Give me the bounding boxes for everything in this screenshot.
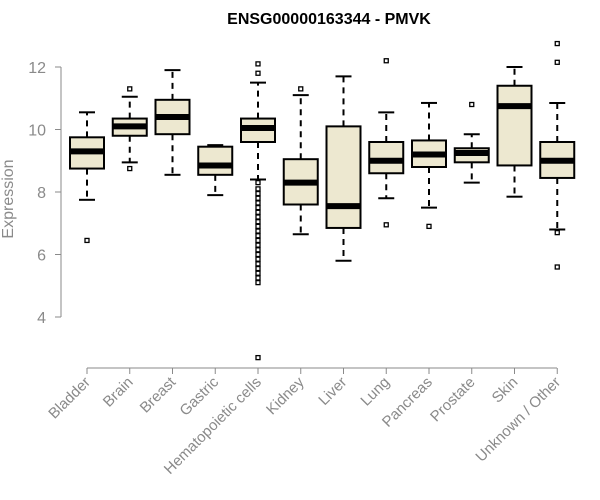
box-group [154,69,191,176]
box-group [69,111,105,244]
outlier-point [255,228,261,234]
box-group [411,101,447,230]
outlier-point [554,59,560,65]
box-group [453,101,490,184]
outlier-point [255,279,261,286]
outlier-point [255,270,261,276]
outlier-point [554,229,560,236]
outlier-point [255,214,261,220]
box-group [111,86,148,172]
y-tick-label: 10 [28,123,46,140]
iqr-box [368,141,405,175]
outlier-point [127,165,133,172]
outlier-point [255,70,261,76]
iqr-box [325,125,362,229]
iqr-box [496,84,533,167]
outlier-point [469,101,475,108]
outlier-point [255,265,261,272]
y-tick-label: 4 [37,310,46,327]
iqr-box [197,145,234,176]
x-tick-label: Prostate [427,374,479,426]
outlier-point [383,222,389,228]
outlier-point [255,204,261,211]
outlier-point [255,209,261,215]
box-group [496,66,533,198]
outlier-point [127,86,133,92]
outlier-point [255,61,261,67]
outlier-point [426,223,432,230]
y-tick-label: 6 [37,248,46,265]
outlier-point [255,190,261,197]
y-tick-label: 12 [28,60,46,77]
x-tick-label: Bladder [45,374,94,423]
outlier-point [255,233,261,239]
x-tick-label: Breast [137,373,180,416]
outlier-point [255,195,261,201]
outlier-point [554,264,560,270]
box-group [325,75,362,262]
outlier-point [255,354,261,361]
outlier-point [255,261,261,267]
outlier-point [255,223,261,230]
outlier-point [255,219,261,225]
x-tick-label: Skin [489,374,522,407]
outlier-point [554,40,560,47]
outlier-point [255,186,261,192]
outlier-point [298,86,304,92]
boxes [69,40,576,361]
outlier-point [84,237,90,244]
x-tick-label: Lung [357,374,393,410]
x-tick-label: Brain [100,374,137,411]
outlier-point [255,179,261,186]
box-group [282,86,319,236]
y-axis-label: Expression [0,159,17,238]
outlier-point [255,251,261,258]
outlier-point [255,256,261,262]
outlier-point [255,247,261,253]
box-group [539,40,576,270]
box-group [240,61,276,361]
box-group [197,144,234,197]
y-ticks: 4 6 8 10 12 [28,60,61,327]
outlier-point [255,200,261,206]
y-tick-label: 8 [37,185,46,202]
outlier-point [255,237,261,244]
outlier-point [255,242,261,248]
outlier-point [383,58,389,64]
box-group [368,58,405,228]
x-tick-label: Kidney [263,373,308,418]
chart-title: ENSG00000163344 - PMVK [227,11,431,28]
x-tick-label: Liver [315,374,350,409]
outlier-point [255,275,261,281]
